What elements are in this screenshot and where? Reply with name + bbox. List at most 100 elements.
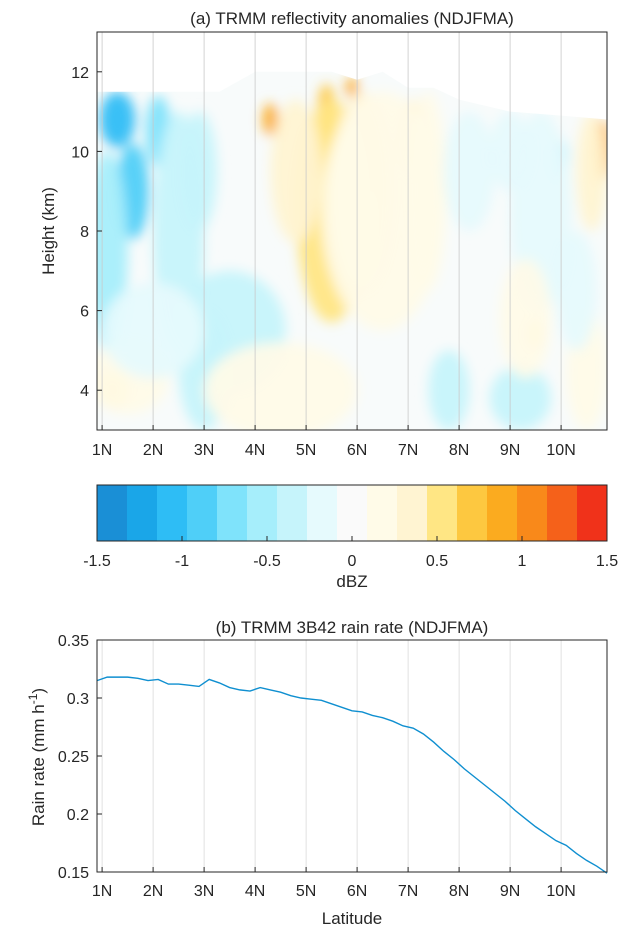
heatmap-ylabel: Height (km) — [39, 187, 58, 275]
line-ytick-label: 0.35 — [58, 633, 89, 650]
rain-rate-point — [423, 733, 424, 734]
colorbar-tick-label: -0.5 — [253, 553, 281, 570]
colorbar-cell-16 — [577, 485, 608, 541]
anomaly-blob-29 — [499, 258, 551, 379]
colorbar: -1.5 -1 -0.5 0 0.5 1 1.5 — [83, 484, 618, 570]
rain-rate-point — [535, 826, 536, 827]
colorbar-cell-13 — [487, 485, 518, 541]
rain-rate-point — [525, 818, 526, 819]
rain-rate-point — [576, 853, 577, 854]
heatmap-y-axis: 4 6 8 10 12 — [71, 65, 102, 400]
heatmap-xtick-label: 3N — [194, 442, 214, 459]
rain-rate-point — [596, 866, 597, 867]
line-title: (b) TRMM 3B42 rain rate (NDJFMA) — [216, 618, 489, 637]
rain-rate-point — [280, 692, 281, 693]
anomaly-blob-10 — [262, 103, 279, 136]
rain-rate-point — [545, 833, 546, 834]
colorbar-cell-7 — [307, 485, 338, 541]
anomaly-blob-24 — [443, 111, 495, 231]
heatmap-xtick-label: 1N — [92, 442, 112, 459]
heatmap-xtick-label: 8N — [449, 442, 469, 459]
anomaly-blob-33 — [556, 231, 597, 351]
rain-rate-point — [127, 677, 128, 678]
heatmap-xtick-label: 9N — [500, 442, 520, 459]
anomaly-blob-23 — [489, 366, 551, 430]
heatmap-xtick-label: 7N — [398, 442, 418, 459]
rain-rate-point — [606, 873, 607, 874]
rain-rate-point — [209, 679, 210, 680]
colorbar-tick-label: -1 — [175, 553, 189, 570]
heatmap-xtick-label: 10N — [546, 442, 575, 459]
heatmap-x-grid — [101, 32, 562, 430]
rain-rate-point — [249, 690, 250, 691]
rain-rate-point — [392, 721, 393, 722]
rain-rate-series-line — [96, 676, 608, 874]
rain-rate-point — [515, 810, 516, 811]
anomaly-blob-22 — [428, 350, 470, 430]
anomaly-blob-21 — [204, 342, 358, 430]
rain-rate-point — [341, 707, 342, 708]
colorbar-tick-label: 1.5 — [596, 553, 618, 570]
heatmap-ytick-label: 6 — [80, 304, 89, 321]
heatmap-ytick-label: 12 — [71, 65, 89, 82]
line-ylabel-sup: -1 — [26, 693, 40, 704]
heatmap-ytick-label: 8 — [80, 224, 89, 241]
rain-rate-point — [331, 703, 332, 704]
colorbar-cell-11 — [427, 485, 458, 541]
colorbar-cells — [97, 485, 608, 541]
rain-rate-point — [453, 759, 454, 760]
rain-rate-point — [382, 717, 383, 718]
rain-rate-point — [311, 699, 312, 700]
rain-rate-point — [362, 711, 363, 712]
rain-rate-point — [413, 728, 414, 729]
rain-rate-point — [474, 776, 475, 777]
rain-rate-point — [229, 687, 230, 688]
anomaly-blob-15 — [345, 77, 359, 98]
rain-rate-point — [147, 680, 148, 681]
colorbar-cell-5 — [247, 485, 278, 541]
line-xtick-label: 10N — [546, 883, 575, 900]
line-background — [97, 640, 607, 872]
rain-rate-point — [494, 793, 495, 794]
heatmap-xtick-label: 4N — [245, 442, 265, 459]
colorbar-cell-15 — [547, 485, 578, 541]
colorbar-cell-3 — [187, 485, 218, 541]
heatmap-xtick-label: 5N — [296, 442, 316, 459]
rain-rate-point — [107, 677, 108, 678]
colorbar-cell-14 — [517, 485, 548, 541]
rain-rate-point — [433, 741, 434, 742]
line-xtick-label: 6N — [347, 883, 367, 900]
line-xtick-label: 4N — [245, 883, 265, 900]
heatmap-xtick-label: 6N — [347, 442, 367, 459]
rain-rate-point — [117, 677, 118, 678]
rain-rate-point — [300, 697, 301, 698]
colorbar-cell-0 — [97, 485, 128, 541]
heatmap-title: (a) TRMM reflectivity anomalies (NDJFMA) — [190, 9, 514, 28]
line-ytick-label: 0.25 — [58, 749, 89, 766]
colorbar-cell-12 — [457, 485, 488, 541]
colorbar-tick-label: -1.5 — [83, 553, 111, 570]
rain-rate-point — [188, 685, 189, 686]
rain-rate-point — [372, 715, 373, 716]
rain-rate-point — [351, 710, 352, 711]
heatmap-x-axis: 1N 2N 3N 4N 5N 6N 7N 8N 9N 10N — [92, 425, 576, 459]
rain-rate-point — [178, 683, 179, 684]
anomaly-blob-17 — [270, 99, 322, 243]
rain-rate-point — [270, 689, 271, 690]
rain-rate-point — [555, 840, 556, 841]
line-x-grid — [101, 640, 562, 872]
colorbar-tick-label: 1 — [518, 553, 527, 570]
line-ylabel-main: Rain rate (mm h — [29, 704, 48, 826]
rain-rate-point — [566, 845, 567, 846]
rain-rate-point — [260, 687, 261, 688]
colorbar-tick-label: 0 — [348, 553, 357, 570]
anomaly-blob-5 — [181, 111, 217, 231]
colorbar-label: dBZ — [336, 572, 367, 591]
colorbar-cell-4 — [217, 485, 248, 541]
colorbar-cell-9 — [367, 485, 398, 541]
line-ytick-label: 0.15 — [58, 865, 89, 882]
line-plot-area: 1N 2N 3N 4N 5N 6N 7N 8N 9N 10N 0.15 0.2 0.25 0.3 0.35 — [58, 633, 608, 900]
anomaly-blob-1 — [99, 91, 136, 148]
line-ylabel-end: ) — [29, 688, 48, 694]
colorbar-cell-2 — [157, 485, 188, 541]
